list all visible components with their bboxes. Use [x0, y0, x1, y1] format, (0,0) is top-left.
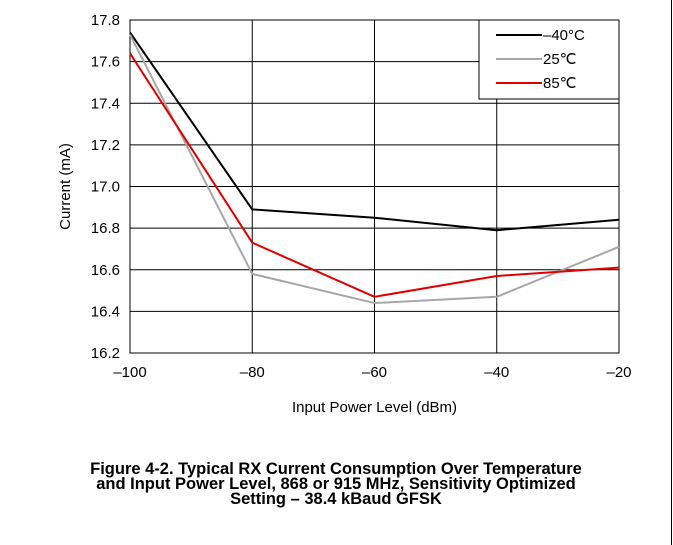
y-tick-label: 17.6: [91, 54, 120, 71]
y-tick-label: 16.6: [91, 262, 120, 279]
legend-label-0: –40°C: [543, 27, 585, 44]
x-axis-ticks: –100 –80 –60 –40 –20: [113, 364, 631, 381]
x-tick-label: –80: [240, 364, 265, 381]
caption-line-1: Figure 4-2. Typical RX Current Consumpti…: [90, 460, 582, 478]
x-tick-label: –60: [362, 364, 387, 381]
series-line-0: [129, 31, 620, 232]
y-axis-label: Current (mA): [57, 143, 74, 230]
y-tick-label: 17.2: [91, 137, 120, 154]
x-tick-label: –100: [113, 364, 146, 381]
figure-caption: Figure 4-2. Typical RX Current Consumpti…: [20, 460, 652, 508]
y-tick-label: 17.4: [91, 95, 120, 112]
legend-label-1: 25℃: [543, 51, 577, 68]
line-chart: 16.2 16.4 16.6 16.8 17.0 17.2 17.4 17.6 17.8 –10…: [57, 12, 632, 416]
y-tick-label: 16.2: [91, 345, 120, 362]
y-tick-label: 16.4: [91, 303, 120, 320]
series-line-1: [129, 34, 620, 305]
legend-box: [478, 19, 620, 100]
legend: –40°C 25℃ 85℃: [478, 19, 620, 100]
y-tick-label: 16.8: [91, 220, 120, 237]
x-tick-label: –20: [606, 364, 631, 381]
plot-area: [129, 19, 620, 354]
legend-label-2: 85℃: [543, 75, 577, 92]
y-axis-ticks: 16.2 16.4 16.6 16.8 17.0 17.2 17.4 17.6 17.8: [91, 12, 120, 362]
y-tick-label: 17.8: [91, 12, 120, 29]
caption-line-3: Setting – 38.4 kBaud GFSK: [230, 490, 442, 508]
x-axis-label: Input Power Level (dBm): [292, 399, 457, 416]
series-line-2: [129, 52, 620, 298]
x-tick-label: –40: [484, 364, 509, 381]
caption-line-2: and Input Power Level, 868 or 915 MHz, S…: [96, 475, 576, 493]
y-tick-label: 17.0: [91, 179, 120, 196]
series-lines: [129, 31, 620, 305]
